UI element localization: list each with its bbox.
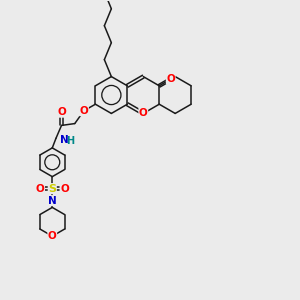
Text: O: O [48,231,57,241]
Text: N: N [48,196,57,206]
Text: O: O [60,184,69,194]
Text: O: O [36,184,44,194]
Text: S: S [48,184,56,194]
Text: H: H [66,136,74,146]
Text: O: O [80,106,88,116]
Text: O: O [139,108,148,118]
Text: O: O [57,107,66,117]
Text: N: N [59,134,68,145]
Text: O: O [167,74,175,84]
